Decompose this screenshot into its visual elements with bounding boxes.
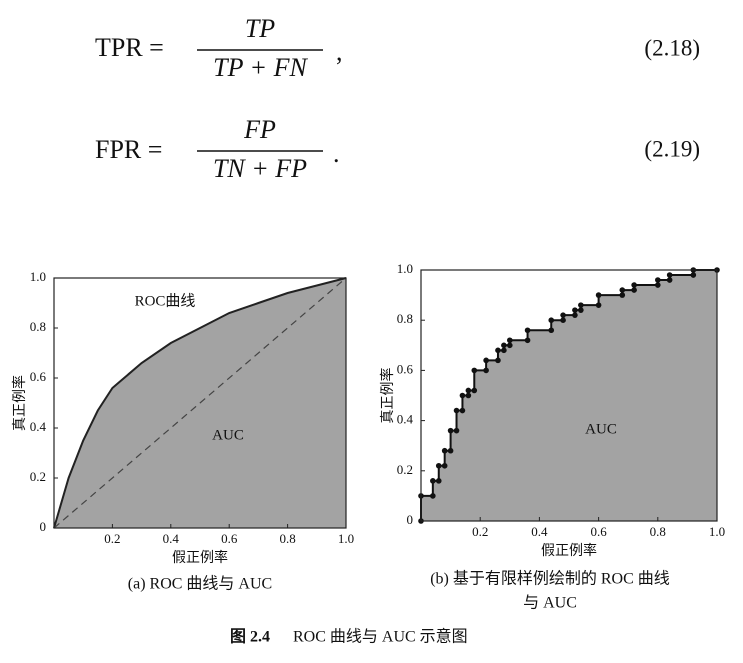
y-tick-label: 0.6 — [397, 361, 414, 376]
curve — [53, 277, 347, 529]
point — [595, 292, 602, 298]
eq-number: (2.19) — [644, 136, 700, 161]
y-tick-label: 0.8 — [397, 311, 413, 326]
auc-area — [421, 270, 717, 521]
y-tick-label: 0 — [40, 519, 47, 534]
curve — [53, 277, 347, 529]
eq-denominator: TN + FP — [213, 154, 307, 183]
eq-numerator: TP — [245, 14, 275, 43]
point — [507, 337, 513, 344]
point — [430, 478, 436, 484]
y-tick-label: 0.2 — [397, 462, 413, 477]
subfigure-caption: (b) 基于有限样例绘制的 ROC 曲线 — [430, 570, 670, 588]
y-axis-label: 真正例率 — [11, 375, 28, 431]
plot-frame — [420, 269, 718, 522]
point — [690, 272, 697, 278]
point — [524, 337, 531, 344]
equation: TPR = TP TP + FN , (2.18) — [95, 14, 700, 82]
x-tick-label: 0.6 — [590, 524, 607, 539]
y-tick-label: 1.0 — [30, 269, 46, 284]
point — [495, 347, 501, 354]
point — [441, 447, 448, 454]
point — [572, 307, 578, 313]
x-axis-label: 假正例率 — [541, 542, 597, 559]
annotation: ROC曲线 — [135, 292, 196, 309]
point — [548, 327, 555, 334]
point — [435, 478, 442, 484]
point — [471, 367, 478, 374]
x-tick-label: 1.0 — [338, 531, 354, 546]
eq-lhs: FPR = — [95, 135, 162, 164]
x-tick-label: 0.4 — [531, 524, 548, 539]
point — [435, 462, 442, 469]
point — [507, 342, 513, 349]
eq-punct: . — [333, 139, 340, 168]
point — [572, 312, 578, 318]
point — [471, 387, 478, 394]
eq-punct: , — [336, 37, 343, 66]
y-tick-label: 0.4 — [397, 412, 414, 427]
x-tick-label: 0.4 — [163, 531, 180, 546]
x-tick-label: 0.6 — [221, 531, 238, 546]
point — [578, 302, 584, 308]
y-tick-label: 0.6 — [30, 369, 47, 384]
y-tick-label: 0 — [407, 512, 414, 527]
annotation: AUC — [585, 421, 617, 437]
point — [619, 287, 626, 293]
y-tick-label: 0.8 — [30, 319, 46, 334]
chart: 0.2 0.4 0.6 0.8 1.0 0 0.2 0.4 0.6 0.8 1.0 假正例率 真正例率 R… — [11, 269, 354, 593]
point — [524, 327, 531, 334]
point — [655, 282, 661, 288]
eq-denominator: TP + FN — [213, 53, 308, 82]
y-tick-label: 1.0 — [397, 261, 413, 276]
point — [447, 447, 454, 454]
x-tick-label: 1.0 — [709, 524, 725, 539]
point — [453, 407, 460, 414]
point — [501, 347, 507, 354]
point — [560, 317, 566, 324]
point — [631, 282, 637, 288]
figure-label: 图 2.4 — [230, 628, 270, 646]
figure-caption: ROC 曲线与 AUC 示意图 — [293, 627, 468, 646]
x-tick-label: 0.2 — [104, 531, 120, 546]
x-tick-label: 0.8 — [279, 531, 295, 546]
chart: 0.2 0.4 0.6 0.8 1.0 0 0.2 0.4 0.6 0.8 1.0 假正例率 真正例率 A… — [379, 261, 725, 612]
point — [441, 462, 448, 469]
eq-number: (2.18) — [644, 35, 700, 60]
equation: FPR = FP TN + FP . (2.19) — [95, 115, 700, 183]
point — [655, 277, 661, 283]
eq-numerator: FP — [243, 115, 276, 144]
point — [560, 312, 566, 318]
point — [666, 277, 673, 283]
point — [548, 317, 555, 324]
point — [447, 427, 454, 434]
point — [459, 407, 466, 414]
point — [430, 493, 436, 499]
point — [631, 287, 637, 293]
point — [465, 387, 472, 394]
x-axis-label: 假正例率 — [172, 549, 228, 566]
eq-lhs: TPR = — [95, 33, 164, 62]
point — [483, 357, 489, 364]
point — [453, 427, 460, 434]
subfigure-caption: 与 AUC — [523, 594, 577, 612]
y-tick-label: 0.4 — [30, 419, 47, 434]
point — [483, 367, 489, 374]
point — [595, 302, 602, 308]
point — [578, 307, 584, 313]
point — [465, 392, 472, 399]
y-tick-label: 0.2 — [30, 469, 46, 484]
point — [459, 392, 466, 399]
point — [666, 272, 673, 278]
point — [619, 292, 626, 298]
y-axis-label: 真正例率 — [379, 368, 396, 424]
x-tick-label: 0.8 — [650, 524, 666, 539]
point — [495, 357, 501, 364]
point — [501, 342, 507, 349]
plot-frame — [53, 277, 347, 529]
annotation: AUC — [212, 427, 244, 443]
subfigure-caption: (a) ROC 曲线与 AUC — [128, 575, 272, 593]
x-tick-label: 0.2 — [472, 524, 488, 539]
